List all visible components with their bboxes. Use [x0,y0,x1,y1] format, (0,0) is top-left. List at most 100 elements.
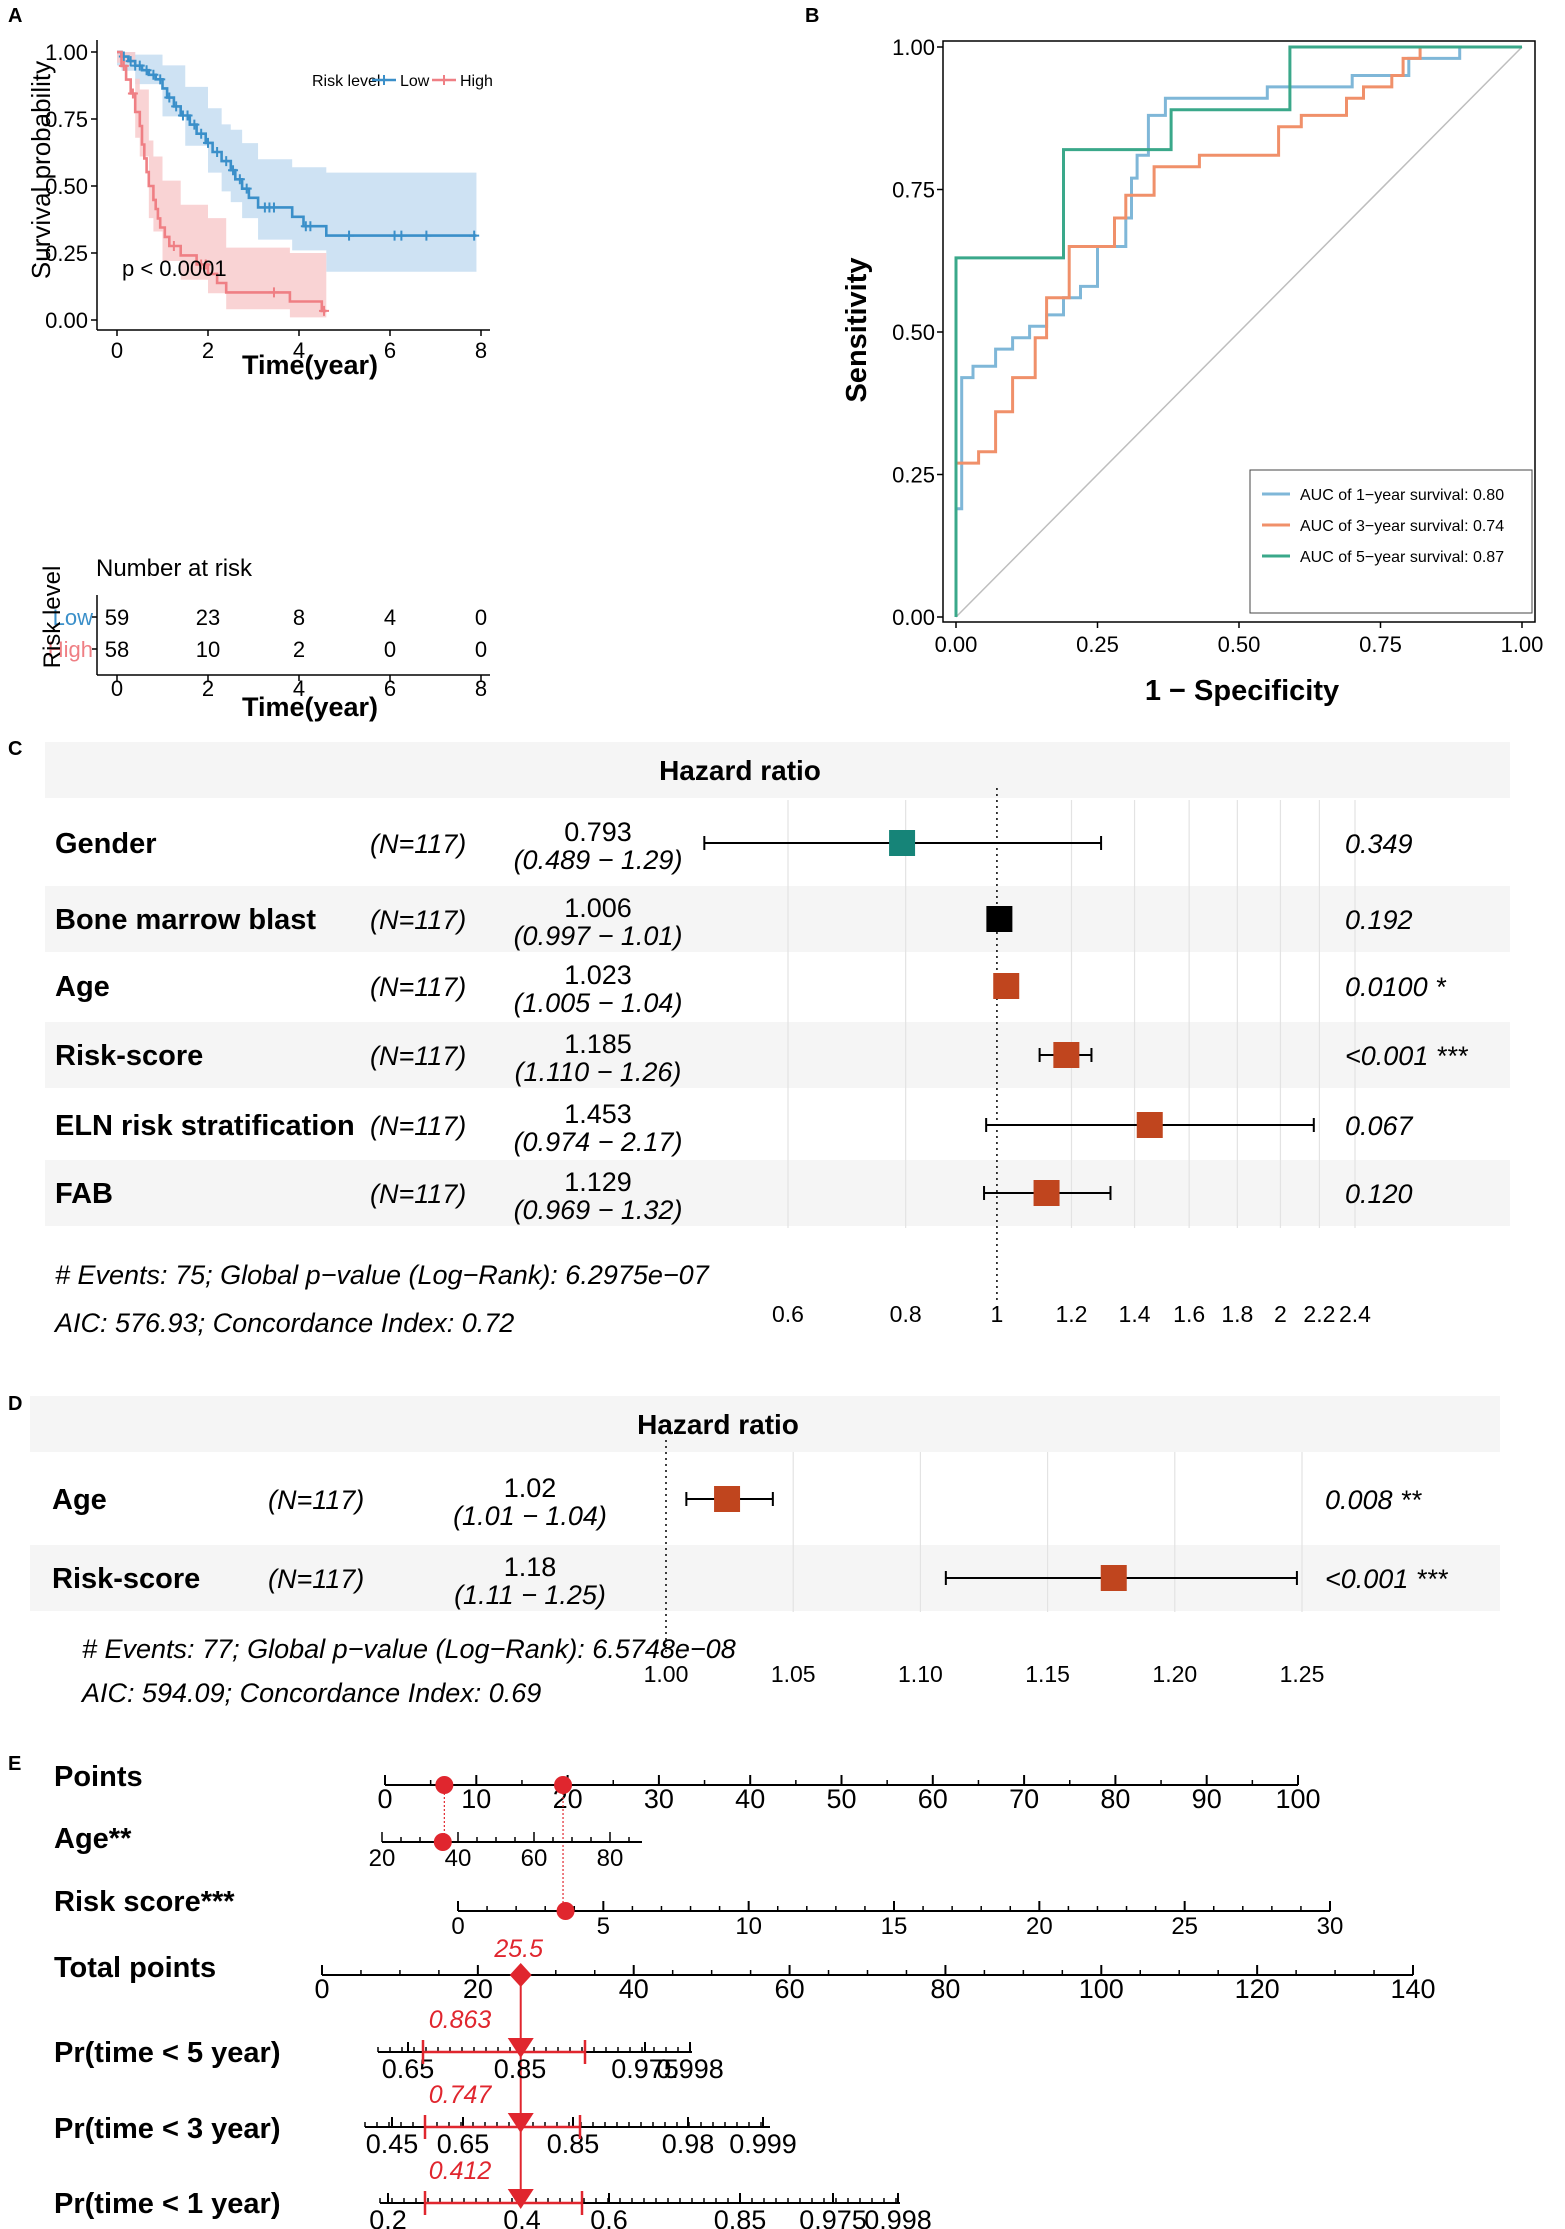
age-tick-label: 40 [445,1845,472,1872]
probability-tick-label: 0.85 [494,2054,547,2084]
censor-mark [171,101,182,112]
censor-mark [203,137,213,148]
risk-table-row-label: Low [53,605,93,630]
risk-table-cell: 58 [105,637,129,662]
survival-curve-high [117,50,327,313]
variable-label: Bone marrow blast [55,904,316,936]
risk-y-axis-title: Risk level [39,566,66,669]
forest-title: Hazard ratio [659,755,821,786]
hazard-ratio-value: 1.18 [504,1552,557,1582]
x-tick-label: 0.6 [772,1301,804,1327]
footer-note: # Events: 75; Global p−value (Log−Rank):… [55,1260,710,1290]
p-value: <0.001 *** [1345,1041,1469,1071]
y-axis-title: Sensitivity [841,257,873,402]
row-band [45,1160,1510,1226]
y-tick-label: 0.00 [45,308,88,333]
sample-size: (N=117) [370,972,466,1002]
x-tick-label: 6 [384,338,396,363]
x-tick-label: 1.6 [1173,1301,1205,1327]
hazard-ratio-marker [889,830,916,856]
probability-tick-label: 0.6 [590,2205,628,2229]
x-axis-title: 1 − Specificity [1145,675,1339,707]
points-tick-label: 50 [826,1784,856,1814]
risk-table-cell: 8 [293,605,305,630]
censor-mark [127,88,138,99]
points-tick-label: 30 [644,1784,674,1814]
title-band [30,1396,1500,1452]
p-value: 0.008 ** [1325,1485,1423,1515]
variable-label: Risk-score [52,1563,200,1595]
sample-size: (N=117) [370,905,466,935]
age-tick-label: 20 [369,1845,396,1872]
total-points-tick-label: 20 [463,1974,493,2004]
risk-x-tick-label: 4 [293,676,305,701]
censor-mark [148,69,159,80]
censor-mark [241,183,252,194]
scale-label: Points [54,1761,143,1793]
legend-label-high: High [460,73,493,90]
censor-mark [200,259,211,270]
risk-score-tick-label: 20 [1026,1913,1053,1940]
row-band [45,1022,1510,1088]
x-tick-label: 0.50 [1218,632,1261,657]
censor-mark [421,230,432,241]
p-value: 0.067 [1345,1111,1414,1141]
censor-mark [182,110,193,121]
x-tick-label: 0.25 [1076,632,1119,657]
probability-value: 0.747 [429,2081,493,2109]
points-tick-label: 90 [1192,1784,1222,1814]
risk-table-cell: 10 [196,637,220,662]
x-tick-label: 2.4 [1339,1301,1371,1327]
risk-score-tick-label: 5 [597,1913,610,1940]
legend-label: AUC of 1−year survival: 0.80 [1300,487,1504,504]
risk-score-tick-label: 0 [451,1913,464,1940]
x-tick-label: 1.00 [644,1661,689,1687]
panel-letter: C [8,738,22,760]
p-value: 0.192 [1345,905,1413,935]
diagonal-reference-line [955,46,1523,618]
points-tick-label: 40 [735,1784,765,1814]
y-tick-label: 0.75 [892,178,935,203]
censor-mark [469,230,480,241]
censor-mark [125,56,136,67]
p-value: 0.0100 * [1345,972,1447,1002]
x-tick-label: 1.25 [1280,1661,1325,1687]
title-band [45,742,1510,798]
censor-mark [268,202,279,213]
probability-tick-label: 0.65 [382,2054,435,2084]
confidence-interval: (1.01 − 1.04) [453,1501,607,1531]
total-points-tick-label: 40 [619,1974,649,2004]
x-tick-label: 4 [293,338,305,363]
censor-mark [118,60,129,71]
probability-tick-label: 0.4 [503,2205,541,2229]
confidence-interval: (0.997 − 1.01) [514,921,683,951]
confidence-interval: (0.974 − 2.17) [514,1127,683,1157]
hazard-ratio-value: 1.006 [564,893,632,923]
points-tick-label: 60 [918,1784,948,1814]
censor-mark [319,305,330,316]
probability-tick-label: 0.45 [366,2129,419,2159]
footer-note: AIC: 594.09; Concordance Index: 0.69 [80,1678,541,1708]
probability-tick-label: 0.2 [369,2205,407,2229]
panel-letter: A [8,5,22,27]
hazard-ratio-value: 1.023 [564,960,632,990]
censor-mark [396,230,407,241]
points-tick-label: 100 [1275,1784,1320,1814]
probability-tick-label: 0.998 [864,2205,932,2229]
hazard-ratio-marker [714,1486,741,1512]
risk-score-tick-label: 30 [1317,1913,1344,1940]
panel-letter: B [805,5,819,27]
x-tick-label: 2.2 [1303,1301,1335,1327]
scale-label: Pr(time < 5 year) [54,2037,280,2069]
scale-label: Risk score*** [54,1886,235,1918]
panel-letter: D [8,1393,22,1415]
risk-table-title: Number at risk [96,555,253,582]
legend-title: Risk level [312,73,380,90]
hazard-ratio-marker [1033,1180,1060,1206]
sample-size: (N=117) [268,1564,364,1594]
panel-b: B 0.00 0.25 0.50 0.75 1.00 0.00 0.25 0.50 0.75 1.0… [805,5,1543,707]
probability-value: 0.863 [429,2006,492,2034]
x-tick-label: 1.20 [1152,1661,1197,1687]
